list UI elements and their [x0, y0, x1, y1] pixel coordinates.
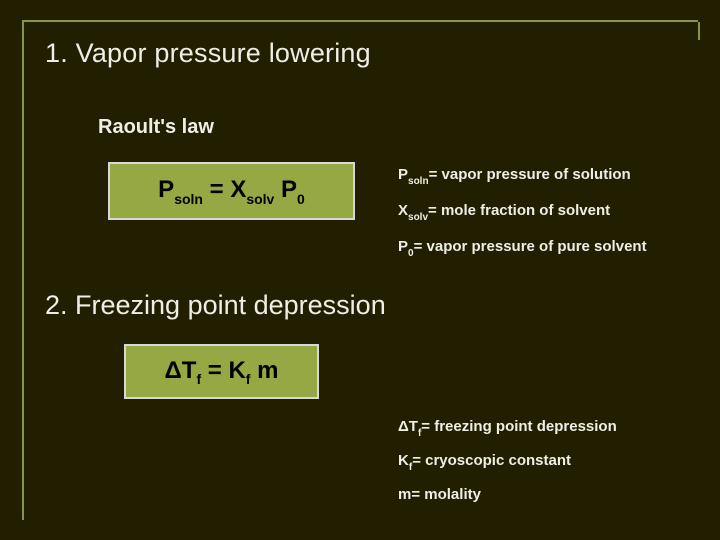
- def-xsolv: Xsolv= mole fraction of solvent: [398, 202, 610, 222]
- freezing-point-equation-box: ΔTf = Kf m: [124, 344, 319, 399]
- eq2-f2: f: [246, 371, 251, 387]
- def-dtf: ΔTf= freezing point depression: [398, 418, 617, 438]
- eq2-m: m: [250, 357, 278, 384]
- def-xsolv-text: = mole fraction of solvent: [428, 202, 610, 219]
- def-p0-text: = vapor pressure of pure solvent: [414, 238, 647, 255]
- def-kf-text: = cryoscopic constant: [412, 452, 571, 469]
- def-kf-sub: f: [409, 462, 412, 473]
- def-psoln-p: P: [398, 166, 408, 183]
- section2-title: 2. Freezing point depression: [45, 290, 386, 321]
- def-dtf-text: = freezing point depression: [421, 418, 616, 435]
- def-kf: Kf= cryoscopic constant: [398, 452, 571, 472]
- slide-frame: [22, 20, 698, 520]
- raoults-law-equation: Psoln = Xsolv P0: [158, 176, 305, 206]
- eq2-dt: ΔT: [165, 357, 197, 384]
- def-psoln-sub: soln: [408, 176, 429, 187]
- def-p0-sub: 0: [408, 248, 414, 259]
- raoults-law-equation-box: Psoln = Xsolv P0: [108, 162, 355, 220]
- eq1-p0: P: [274, 176, 297, 203]
- freezing-point-equation: ΔTf = Kf m: [165, 357, 279, 387]
- def-psoln: Psoln= vapor pressure of solution: [398, 166, 631, 186]
- def-p0: P0= vapor pressure of pure solvent: [398, 238, 647, 258]
- section1-title: 1. Vapor pressure lowering: [45, 38, 371, 69]
- def-xsolv-sub: solv: [408, 212, 428, 223]
- eq1-soln: soln: [174, 191, 203, 207]
- def-kf-k: K: [398, 452, 409, 469]
- eq1-eq-x: = X: [203, 176, 246, 203]
- eq2-f1: f: [196, 371, 201, 387]
- section1-title-wrap: 1. Vapor pressure lowering: [45, 38, 395, 69]
- def-dtf-dt: ΔT: [398, 418, 418, 435]
- eq1-p: P: [158, 176, 174, 203]
- def-psoln-text: = vapor pressure of solution: [429, 166, 631, 183]
- eq1-solv: solv: [246, 191, 274, 207]
- def-m-text: m= molality: [398, 486, 481, 503]
- eq2-eqk: = K: [201, 357, 246, 384]
- def-dtf-sub: f: [418, 428, 421, 439]
- raoults-law-heading: Raoult's law: [98, 116, 214, 139]
- def-xsolv-x: X: [398, 202, 408, 219]
- eq1-zero: 0: [297, 191, 305, 207]
- def-m: m= molality: [398, 486, 481, 503]
- def-p0-p: P: [398, 238, 408, 255]
